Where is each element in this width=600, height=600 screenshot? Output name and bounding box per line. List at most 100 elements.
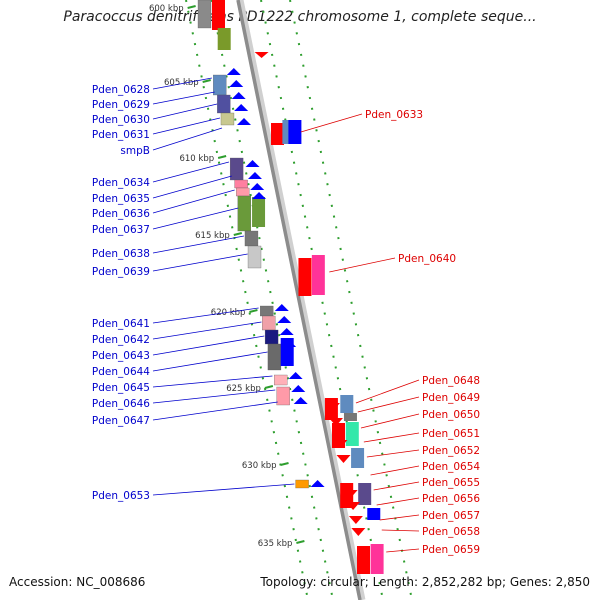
left-leader-line [152, 401, 278, 421]
right-inner-line [260, 0, 384, 600]
accession-label: Accession: NC_008686 [9, 575, 146, 589]
left-gene-label: smpB [120, 145, 150, 157]
right-leader-line [329, 257, 396, 273]
gene-block-right [298, 258, 312, 296]
right-gene-label: Pden_0657 [422, 510, 480, 522]
right-gene-label: Pden_0655 [422, 477, 480, 489]
left-leader-line [152, 307, 259, 324]
left-gene-label: Pden_0638 [92, 248, 150, 260]
right-gene-label: Pden_0654 [422, 461, 480, 473]
gene-block-right [370, 544, 384, 574]
right-gene-label: Pden_0659 [422, 544, 480, 556]
scale-tick [217, 155, 227, 159]
reverse-arrow [231, 92, 246, 99]
scale-label-0: 600 kbp [149, 4, 184, 14]
right-leader-line [386, 548, 420, 553]
reverse-arrow [279, 328, 294, 335]
gene-block-right [343, 413, 357, 421]
reverse-arrow [229, 80, 244, 87]
right-gene-label: Pden_0651 [422, 428, 480, 440]
gene-block-right [271, 123, 285, 145]
gene-block-right [367, 508, 381, 520]
left-gene-label: Pden_0631 [92, 129, 150, 141]
scale-label-6: 630 kbp [242, 461, 277, 471]
gene-block-right [351, 448, 365, 468]
right-leader-line [360, 413, 420, 429]
reverse-arrow [234, 104, 249, 111]
map-title: Paracoccus denitrificans PD1222 chromoso… [63, 9, 537, 25]
gene-block-right [358, 483, 372, 505]
gene-block-left [213, 74, 227, 96]
gene-block-left [274, 374, 288, 386]
right-gene-label: Pden_0640 [398, 253, 456, 265]
right-leader-line [373, 481, 420, 491]
gene-block-left [197, 0, 212, 29]
reverse-arrow [236, 118, 251, 125]
right-leader-line [366, 449, 420, 458]
scale-label-7: 635 kbp [258, 539, 293, 549]
reverse-arrow [252, 192, 267, 199]
forward-arrow [333, 440, 348, 448]
gene-block-right [340, 483, 354, 508]
gene-block-left [267, 343, 282, 371]
left-leader-line [152, 253, 248, 272]
left-leader-line [152, 483, 295, 496]
gene-block-left [260, 305, 274, 317]
right-gene-label: Pden_0652 [422, 445, 480, 457]
left-gene-label: Pden_0628 [92, 84, 150, 96]
left-leader-line [152, 127, 223, 151]
left-leader-line [152, 161, 230, 183]
left-gene-label: Pden_0653 [92, 490, 150, 502]
gene-block-left-2 [212, 0, 225, 30]
right-leader-line [379, 514, 420, 521]
reverse-arrow [250, 183, 265, 190]
reverse-arrow [226, 68, 241, 75]
forward-arrow [328, 418, 343, 426]
left-gene-label: Pden_0644 [92, 366, 150, 378]
left-gene-label: Pden_0639 [92, 266, 150, 278]
forward-arrow [351, 528, 366, 536]
forward-arrow [336, 455, 351, 463]
gene-block-right [288, 120, 302, 144]
scale-label-3: 615 kbp [195, 231, 230, 241]
gene-block-left [234, 179, 248, 189]
scale-tick [264, 385, 274, 389]
left-gene-label: Pden_0645 [92, 382, 150, 394]
backbone-shadow [236, 0, 366, 600]
gene-block-right [357, 546, 371, 574]
gene-block-right [340, 395, 354, 413]
scale-label-1: 605 kbp [164, 78, 199, 88]
left-leader-line [152, 235, 245, 254]
left-gene-label: Pden_0641 [92, 318, 150, 330]
gene-block-left [247, 245, 262, 269]
left-gene-label: Pden_0634 [92, 177, 150, 189]
right-gene-label: Pden_0658 [422, 526, 480, 538]
left-gene-label: Pden_0630 [92, 114, 150, 126]
left-gene-label: Pden_0629 [92, 99, 150, 111]
right-leader-line [300, 113, 363, 133]
scale-label-4: 620 kbp [211, 308, 246, 318]
left-gene-label: Pden_0635 [92, 193, 150, 205]
left-leader-line [152, 321, 262, 340]
forward-arrow [343, 490, 358, 498]
reverse-arrow [245, 160, 260, 167]
backbone [236, 0, 362, 600]
left-gene-label: Pden_0636 [92, 208, 150, 220]
scale-label-2: 610 kbp [179, 154, 214, 164]
forward-arrow [348, 516, 363, 524]
gene-block-left [236, 187, 250, 197]
right-leader-line [355, 379, 420, 404]
gene-block-right [345, 422, 359, 446]
right-gene-label: Pden_0650 [422, 409, 480, 421]
left-leader-line [152, 175, 232, 199]
gene-block-left-2 [217, 28, 231, 50]
left-inner-line [210, 0, 334, 600]
left-leader-line [152, 207, 239, 230]
gene-block-left [229, 157, 244, 181]
right-gene-label: Pden_0648 [422, 375, 480, 387]
scale-tick [233, 232, 243, 236]
right-leader-line [363, 432, 420, 443]
gene-block-left [262, 315, 276, 331]
gene-block-left [220, 112, 235, 126]
reverse-arrow [274, 304, 289, 311]
